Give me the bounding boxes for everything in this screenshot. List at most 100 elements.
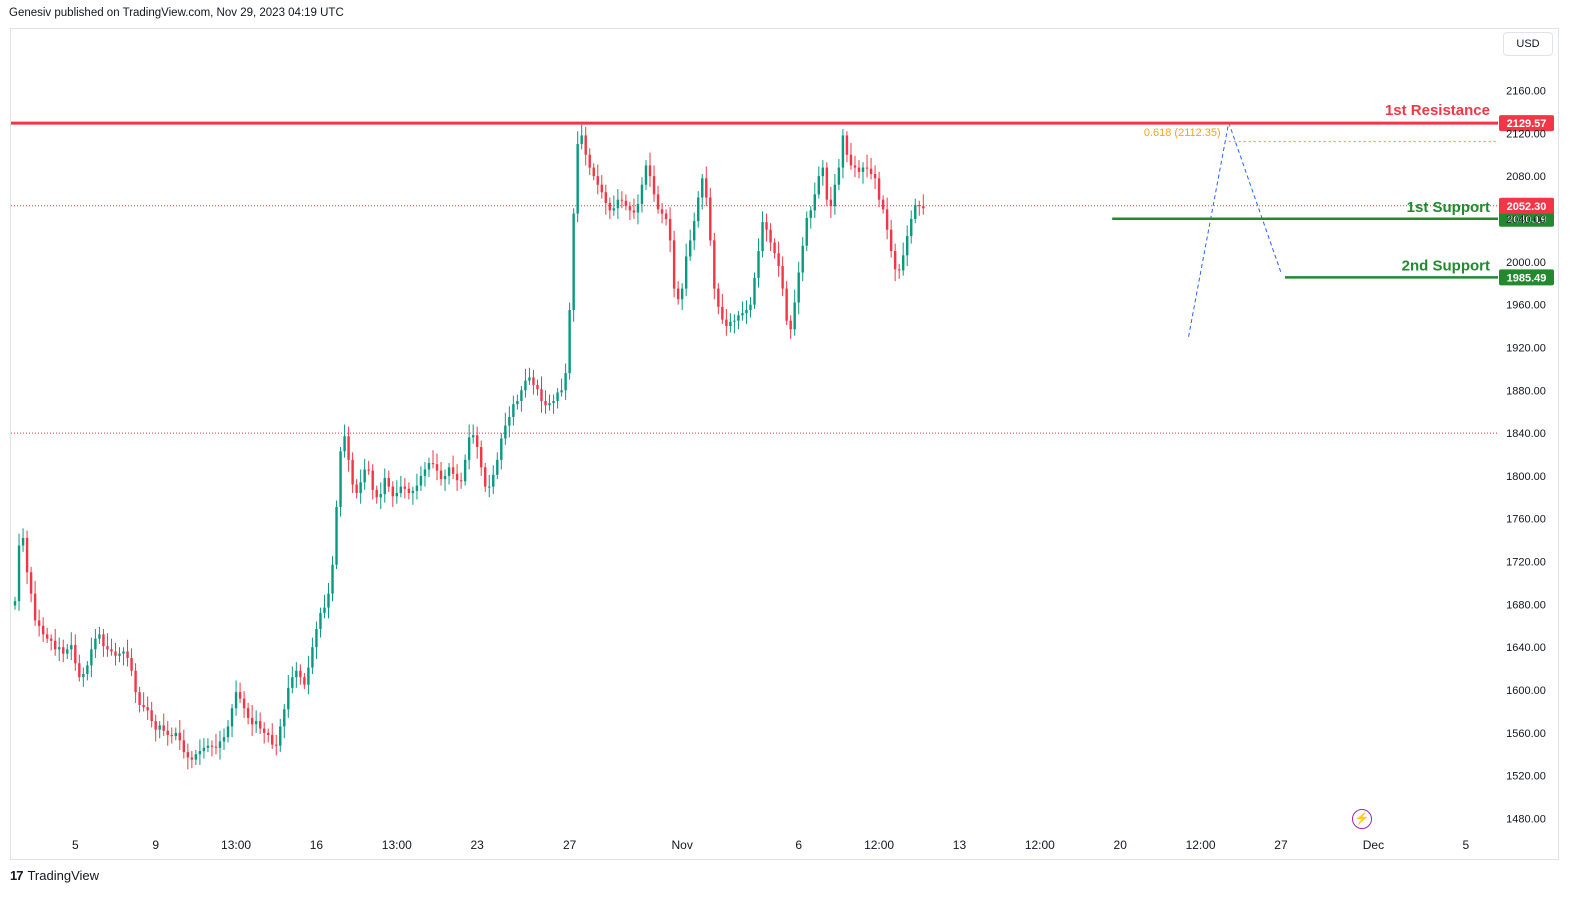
- candle-body: [881, 199, 885, 210]
- candle-body: [70, 645, 73, 650]
- candle-body: [504, 425, 507, 439]
- candle-body: [13, 601, 17, 606]
- candle-body: [869, 168, 873, 175]
- candle-body: [323, 607, 326, 613]
- y-tick-label: 1960.00: [1506, 300, 1546, 312]
- candle-body: [451, 467, 455, 474]
- candle-body: [134, 670, 137, 693]
- candle-body: [524, 380, 527, 391]
- candle-body: [170, 734, 173, 737]
- candle-body: [789, 320, 792, 330]
- candle-body: [508, 417, 511, 426]
- candle-body: [488, 486, 491, 488]
- candle-body: [190, 757, 194, 760]
- candle-body: [299, 670, 302, 678]
- candle-body: [793, 302, 796, 330]
- candle-body: [833, 184, 837, 207]
- candle-body: [556, 392, 559, 401]
- candle-body: [544, 400, 547, 406]
- y-tick-label: 1920.00: [1506, 342, 1546, 354]
- candle-body: [749, 304, 752, 310]
- candle-body: [616, 199, 620, 209]
- candle-body: [805, 217, 808, 246]
- candle-body: [295, 670, 298, 678]
- candle-body: [234, 692, 238, 709]
- candle-body: [411, 490, 415, 494]
- candle-body: [897, 269, 901, 271]
- candle-body: [250, 717, 254, 725]
- candle-body: [680, 288, 684, 300]
- candle-body: [918, 205, 921, 207]
- candle-body: [327, 593, 330, 608]
- candle-body: [275, 744, 278, 746]
- candle-body: [106, 646, 109, 650]
- tradingview-logo-icon[interactable]: 17: [10, 868, 24, 883]
- candle-body: [138, 692, 141, 706]
- x-tick-label: 27: [1274, 838, 1288, 852]
- candle-body: [439, 470, 443, 480]
- candle-body: [741, 313, 744, 316]
- candle-body: [41, 625, 45, 635]
- candle-body: [512, 404, 515, 418]
- candle-body: [861, 167, 865, 172]
- x-tick-label: 13:00: [382, 838, 412, 852]
- y-tick-label: 2040.00: [1506, 214, 1546, 226]
- x-tick-label: 16: [310, 838, 324, 852]
- candle-body: [49, 638, 53, 641]
- candle-body: [343, 436, 346, 452]
- candle-body: [246, 708, 250, 718]
- level-name: 2nd Support: [1402, 257, 1490, 274]
- candle-body: [319, 612, 322, 630]
- candle-body: [90, 649, 93, 666]
- candle-body: [339, 451, 342, 507]
- candle-body: [676, 288, 680, 300]
- candle-body: [906, 236, 909, 256]
- x-tick-label: 12:00: [864, 838, 894, 852]
- candle-body: [94, 638, 97, 650]
- candle-body: [467, 437, 471, 460]
- candle-body: [737, 315, 740, 321]
- currency-button[interactable]: USD: [1503, 32, 1553, 56]
- candle-body: [307, 667, 310, 685]
- candle-body: [447, 467, 451, 476]
- candle-body: [636, 203, 640, 213]
- level-price-label: 1985.49: [1507, 272, 1547, 284]
- candle-body: [697, 197, 700, 222]
- candle-body: [25, 538, 29, 573]
- candle-body: [403, 486, 407, 489]
- candle-body: [166, 730, 169, 735]
- candle-body: [745, 309, 748, 314]
- candle-body: [588, 154, 591, 168]
- candle-body: [849, 154, 853, 166]
- candle-body: [801, 245, 804, 273]
- y-tick-label: 1760.00: [1506, 514, 1546, 526]
- x-tick-label: 12:00: [1186, 838, 1216, 852]
- candle-body: [753, 277, 756, 305]
- candle-body: [572, 213, 575, 310]
- candle-body: [122, 651, 125, 654]
- y-tick-label: 1640.00: [1506, 642, 1546, 654]
- lightning-icon[interactable]: ⚡: [1352, 809, 1372, 829]
- y-tick-label: 2160.00: [1506, 86, 1546, 98]
- candle-body: [475, 435, 479, 448]
- candle-body: [178, 732, 182, 741]
- candle-body: [17, 545, 21, 602]
- y-tick-label: 1680.00: [1506, 599, 1546, 611]
- level-price-tag: [1499, 269, 1554, 286]
- candle-body: [431, 463, 435, 465]
- candle-body: [829, 199, 833, 207]
- y-tick-label: 2080.00: [1506, 171, 1546, 183]
- x-tick-label: Dec: [1363, 838, 1384, 852]
- candle-body: [407, 488, 411, 494]
- candle-body: [206, 745, 210, 748]
- pattern-line: [1228, 122, 1282, 273]
- last-price-tag: [1499, 197, 1554, 214]
- candle-body: [110, 649, 113, 652]
- candle-body: [371, 470, 374, 490]
- candle-body: [82, 673, 85, 678]
- candle-body: [885, 209, 889, 230]
- candle-body: [652, 176, 656, 195]
- candle-body: [568, 309, 571, 374]
- footer-brand[interactable]: TradingView: [27, 868, 100, 883]
